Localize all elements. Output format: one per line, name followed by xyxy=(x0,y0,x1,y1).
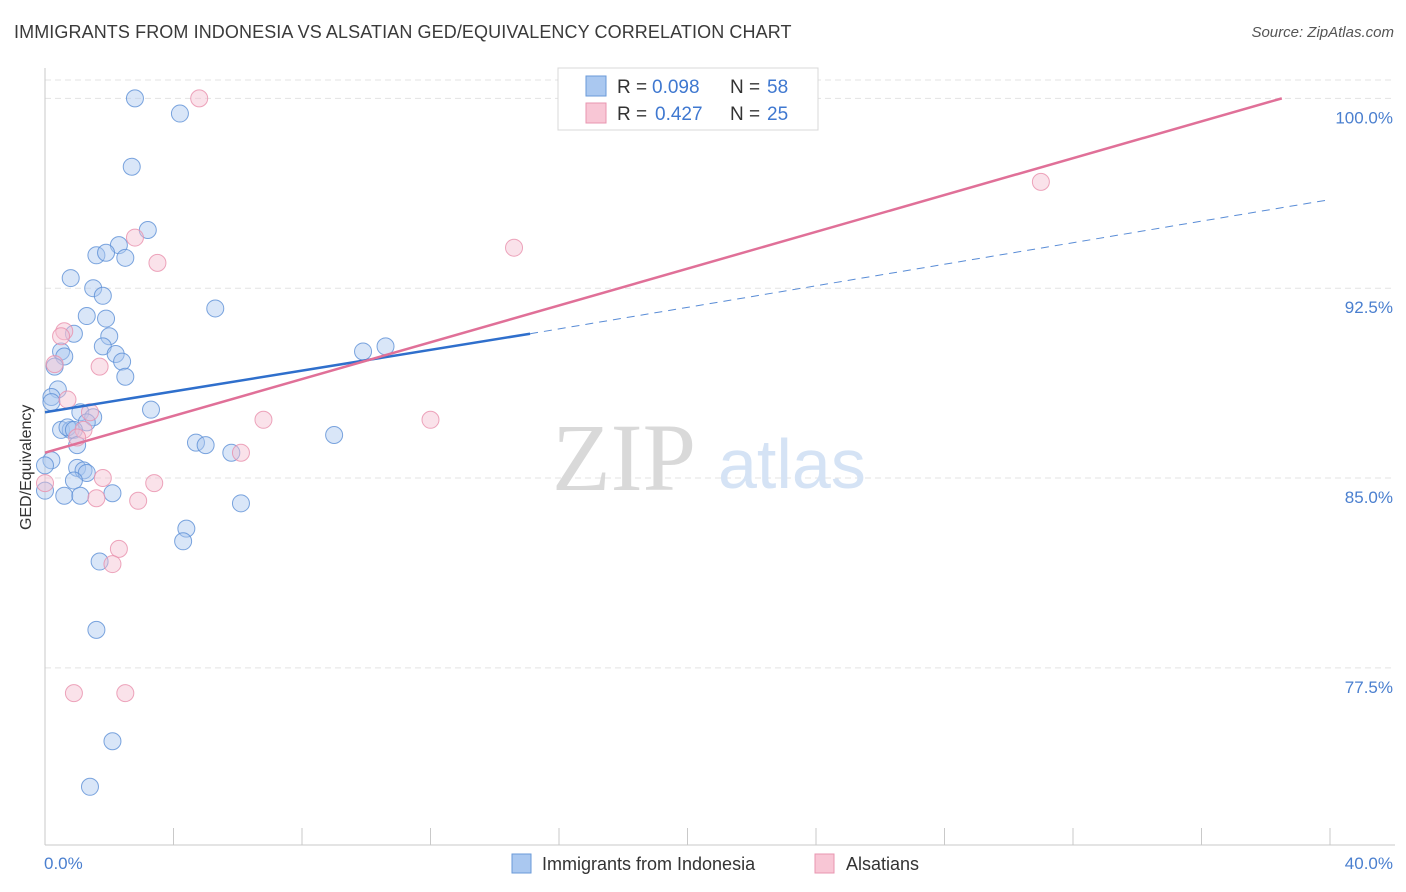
x-tick-label: 0.0% xyxy=(44,854,83,873)
indonesia-point xyxy=(87,620,106,639)
indonesia-point xyxy=(42,393,61,412)
alsatian-trend-line xyxy=(44,97,1283,454)
indonesia-point xyxy=(125,89,144,108)
indonesia-point xyxy=(71,486,90,505)
series-legend: Immigrants from Indonesia Alsatians xyxy=(511,853,919,874)
indonesia-point xyxy=(222,443,241,462)
indonesia-point xyxy=(55,486,74,505)
indonesia-point xyxy=(196,436,215,455)
alsatian-point xyxy=(52,327,71,346)
y-axis-label-wrap: GED/Equivalency xyxy=(18,345,36,530)
indonesia-point xyxy=(325,425,344,444)
indonesia-point xyxy=(55,347,74,366)
source-label: Source: ZipAtlas.com xyxy=(1251,24,1394,41)
indonesia-point xyxy=(97,309,116,328)
alsatian-point xyxy=(55,322,74,341)
stats-legend-n-label: N = xyxy=(730,104,760,125)
alsatian-point xyxy=(421,410,440,429)
indonesia-point xyxy=(97,243,116,262)
alsatian-point xyxy=(45,355,64,374)
alsatian-point xyxy=(74,420,93,439)
indonesia-point xyxy=(64,471,83,490)
legend-swatch-indonesia xyxy=(511,853,532,874)
alsatian-point xyxy=(93,469,112,488)
alsatian-point xyxy=(58,390,77,409)
indonesia-point xyxy=(206,299,225,318)
indonesia-point xyxy=(170,104,189,123)
stats-legend-pink-swatch xyxy=(585,102,607,124)
indonesia-point xyxy=(103,732,122,751)
indonesia-point xyxy=(106,344,125,363)
indonesia-point xyxy=(36,481,54,500)
y-tick-label: 92.5% xyxy=(1345,298,1393,317)
alsatian-point xyxy=(231,443,250,462)
indonesia-point xyxy=(116,248,135,267)
y-axis-label: GED/Equivalency xyxy=(18,404,35,530)
stats-legend-n-value: 25 xyxy=(767,104,788,125)
legend-label-indonesia: Immigrants from Indonesia xyxy=(542,854,756,874)
indonesia-trend-extension xyxy=(530,199,1331,335)
indonesia-point xyxy=(100,327,119,346)
alsatian-point xyxy=(36,474,54,493)
stats-legend-blue-swatch xyxy=(585,75,607,97)
stats-legend-r-label: R = xyxy=(617,104,647,125)
trend-layer xyxy=(44,97,1331,454)
watermark: ZIP atlas xyxy=(552,404,866,511)
indonesia-point xyxy=(61,269,80,288)
indonesia-point xyxy=(77,307,96,326)
indonesia-point xyxy=(231,494,250,513)
indonesia-point xyxy=(103,484,122,503)
y-tick-label: 77.5% xyxy=(1345,678,1393,697)
indonesia-point xyxy=(36,456,54,475)
x-tick-label: 40.0% xyxy=(1345,854,1393,873)
legend-label-alsatians: Alsatians xyxy=(846,854,919,874)
stats-legend-n-label: N = xyxy=(730,77,760,98)
indonesia-point xyxy=(122,157,141,176)
indonesia-point xyxy=(84,279,103,298)
stats-legend-n-value: 58 xyxy=(767,77,788,98)
y-tick-label: 85.0% xyxy=(1345,488,1393,507)
indonesia-point xyxy=(42,388,61,407)
indonesia-point xyxy=(113,352,132,371)
alsatian-point xyxy=(103,555,122,574)
stats-legend-r-value: 0.098 xyxy=(652,77,700,98)
indonesia-point xyxy=(174,532,193,551)
alsatian-point xyxy=(109,539,128,558)
alsatian-point xyxy=(90,357,109,376)
stats-legend-r-label: R = xyxy=(617,77,647,98)
grid-layer xyxy=(45,79,1395,669)
alsatian-point xyxy=(64,684,83,703)
axis-layer: 77.5% 85.0% 92.5% 100.0% 0.0% 40.0% xyxy=(44,68,1395,873)
alsatian-point xyxy=(505,238,524,257)
indonesia-point xyxy=(142,400,161,419)
alsatian-point xyxy=(125,228,144,247)
y-tick-label: 100.0% xyxy=(1335,108,1393,127)
indonesia-point xyxy=(116,367,135,386)
legend-swatch-alsatians xyxy=(814,853,835,874)
stats-legend-r-value: 0.427 xyxy=(655,104,703,125)
alsatian-point xyxy=(254,410,273,429)
points-layer xyxy=(36,89,1050,796)
alsatian-point xyxy=(145,474,164,493)
stats-legend: R = 0.098 N = 58 R = 0.427 N = 25 xyxy=(557,67,819,131)
watermark-atlas: atlas xyxy=(718,425,866,503)
indonesia-point xyxy=(93,286,112,305)
alsatian-point xyxy=(116,684,135,703)
chart-title: IMMIGRANTS FROM INDONESIA VS ALSATIAN GE… xyxy=(14,22,792,42)
alsatian-point xyxy=(190,89,209,108)
indonesia-point xyxy=(80,777,99,796)
alsatian-point xyxy=(129,491,148,510)
indonesia-trend-line xyxy=(44,332,531,414)
indonesia-point xyxy=(74,461,93,480)
alsatian-point xyxy=(1031,172,1050,191)
alsatian-point xyxy=(87,489,106,508)
alsatian-point xyxy=(148,253,167,272)
indonesia-point xyxy=(354,342,373,361)
watermark-zip: ZIP xyxy=(552,404,696,511)
